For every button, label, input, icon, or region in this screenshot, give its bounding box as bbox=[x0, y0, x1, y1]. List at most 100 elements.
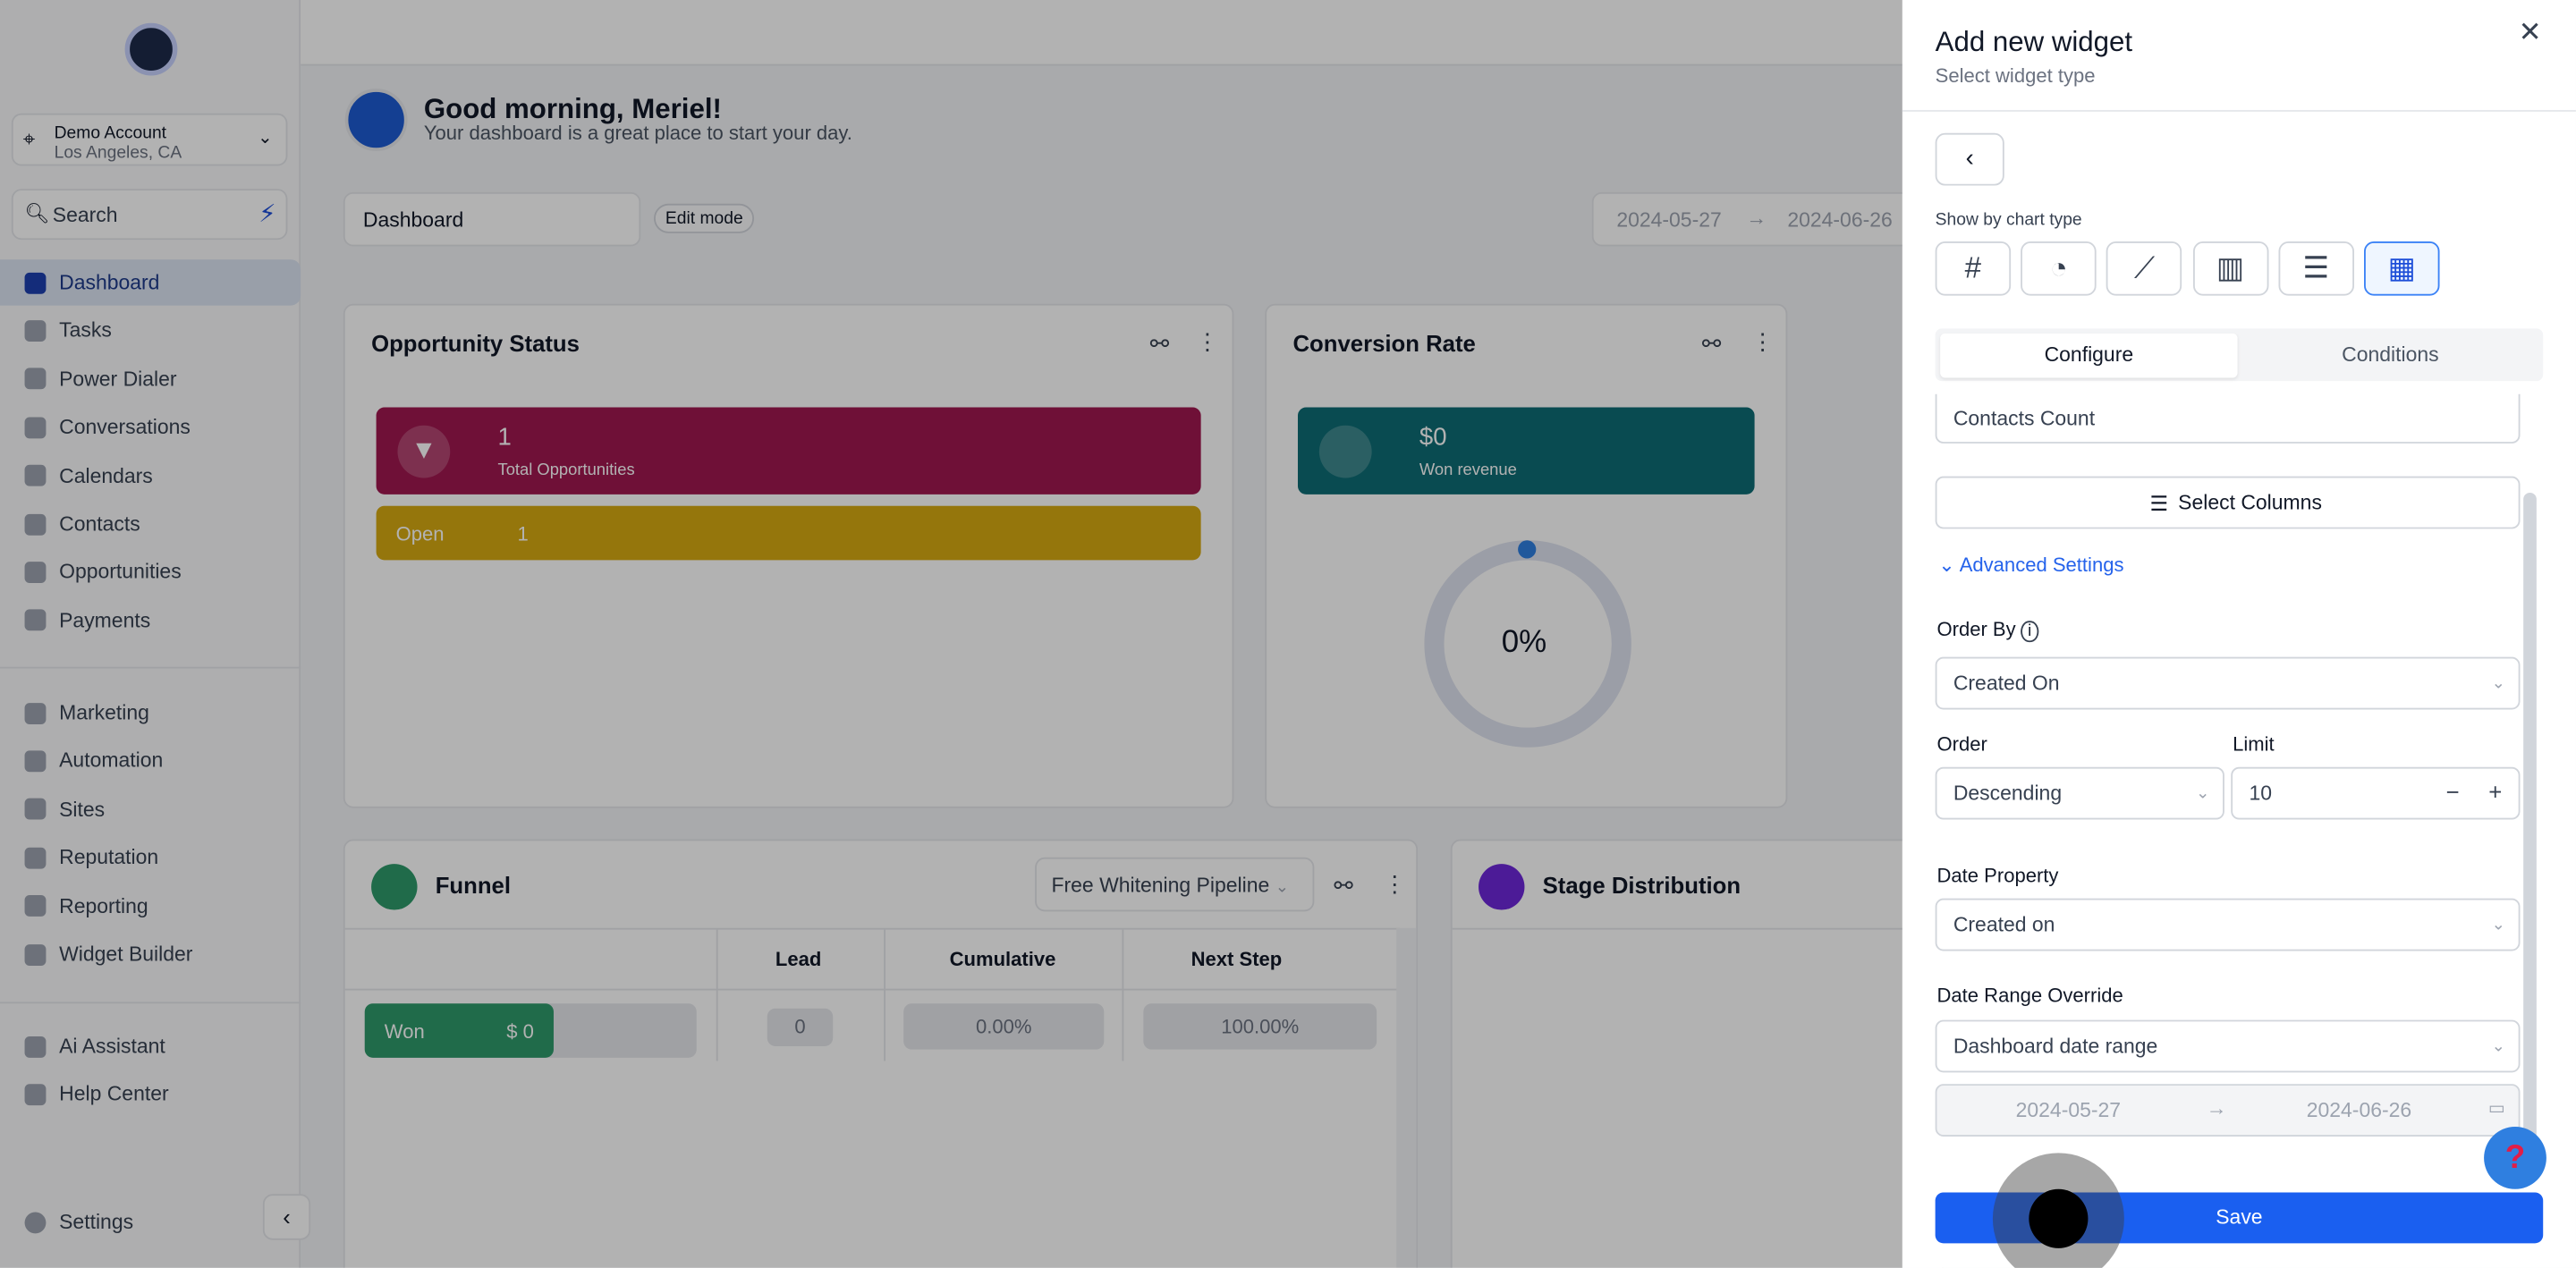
funnel-table: Lead Cumulative Next Step Won $ 0 0 0.00… bbox=[344, 927, 1400, 1061]
limit-stepper[interactable]: 10 − + bbox=[2231, 766, 2521, 820]
date-range-picker[interactable]: 2024-05-27 → 2024-06-26 bbox=[1591, 191, 1921, 247]
marketing-icon bbox=[24, 702, 47, 724]
help-bubble-button[interactable]: ? bbox=[2484, 1126, 2546, 1189]
chart-type-table-button[interactable]: ▦ bbox=[2364, 241, 2440, 296]
horizontal-bar-chart-icon: ☰ bbox=[2302, 251, 2330, 284]
order-select[interactable]: Descending ⌄ bbox=[1935, 766, 2224, 820]
sidebar-item-label: Contacts bbox=[59, 512, 140, 536]
won-revenue-value: $0 bbox=[1419, 423, 1447, 452]
sidebar-item-sites[interactable]: Sites bbox=[0, 786, 301, 832]
filter-icon[interactable]: ⚯ bbox=[1701, 330, 1722, 357]
advanced-settings-toggle[interactable]: ⌄ Advanced Settings bbox=[1938, 553, 2124, 577]
more-options-icon[interactable]: ⋮ bbox=[1383, 870, 1407, 897]
drawer-title: Add new widget bbox=[1935, 26, 2133, 58]
sidebar-item-label: Reporting bbox=[59, 894, 148, 917]
cursor-dot bbox=[2029, 1188, 2089, 1248]
arrow-right-icon: → bbox=[2206, 1096, 2227, 1120]
account-switcher[interactable]: ⌖ Demo Account Los Angeles, CA ⌄ bbox=[11, 113, 288, 166]
order-value: Descending bbox=[1953, 782, 2063, 805]
more-options-icon[interactable]: ⋮ bbox=[1196, 328, 1219, 355]
date-range-select[interactable]: Dashboard date range ⌄ bbox=[1935, 1019, 2521, 1073]
chart-type-line-chart-button[interactable]: ⟋ bbox=[2106, 241, 2182, 296]
decrement-button[interactable]: − bbox=[2445, 778, 2460, 805]
card-title: Opportunity Status bbox=[371, 330, 580, 357]
chevron-down-icon: ⌄ bbox=[2491, 673, 2505, 693]
sidebar-item-power-dialer[interactable]: Power Dialer bbox=[0, 356, 301, 402]
tab-conditions[interactable]: Conditions bbox=[2342, 342, 2439, 367]
date-property-label: Date Property bbox=[1936, 864, 2059, 887]
stage-distribution-icon bbox=[1479, 864, 1525, 910]
chart-type-pie-chart-button[interactable]: ◔ bbox=[2021, 241, 2097, 296]
tab-configure[interactable]: Configure bbox=[1940, 333, 2238, 378]
column-header-next-step: Next Step bbox=[1191, 947, 1283, 971]
vertical-scrollbar[interactable] bbox=[2523, 493, 2537, 1167]
date-property-select[interactable]: Created on ⌄ bbox=[1935, 898, 2521, 951]
sidebar-item-contacts[interactable]: Contacts bbox=[0, 501, 301, 546]
config-tabs: Configure Conditions bbox=[1935, 328, 2544, 382]
sidebar-item-opportunities[interactable]: Opportunities bbox=[0, 549, 301, 595]
sidebar-item-payments[interactable]: Payments bbox=[0, 597, 301, 643]
sidebar-item-ai-assistant[interactable]: Ai Assistant bbox=[0, 1023, 301, 1069]
increment-button[interactable]: + bbox=[2488, 778, 2503, 805]
sites-icon bbox=[24, 799, 47, 821]
sidebar-item-widget-builder[interactable]: Widget Builder bbox=[0, 931, 301, 976]
dashboard-select[interactable]: Dashboard bbox=[343, 191, 641, 247]
chart-type-horizontal-bar-chart-button[interactable]: ☰ bbox=[2278, 241, 2354, 296]
logo bbox=[124, 22, 178, 76]
sidebar-item-conversations[interactable]: Conversations bbox=[0, 404, 301, 450]
funnel-row-won: Won $ 0 0 0.00% 100.00% bbox=[345, 991, 1400, 1060]
top-bar bbox=[301, 0, 1902, 66]
sidebar-item-label: Calendars bbox=[59, 464, 153, 487]
back-button[interactable]: ‹ bbox=[1935, 132, 2004, 186]
select-columns-button[interactable]: ☰ Select Columns bbox=[1935, 476, 2521, 529]
sidebar-item-calendars[interactable]: Calendars bbox=[0, 452, 301, 498]
conversion-percent: 0% bbox=[1501, 625, 1547, 661]
sidebar-item-reporting[interactable]: Reporting bbox=[0, 883, 301, 928]
sidebar-item-dashboard[interactable]: Dashboard bbox=[0, 259, 301, 306]
contacts-icon bbox=[24, 512, 47, 535]
collapse-sidebar-button[interactable]: ‹ bbox=[262, 1194, 311, 1240]
lightning-icon[interactable]: ⚡︎ bbox=[258, 200, 276, 229]
sidebar-item-label: Sites bbox=[59, 798, 106, 821]
account-name: Demo Account bbox=[54, 123, 167, 143]
more-options-icon[interactable]: ⋮ bbox=[1750, 328, 1775, 355]
sidebar-item-help-center[interactable]: Help Center bbox=[0, 1071, 301, 1117]
table-scrollbar[interactable] bbox=[1396, 927, 1417, 1268]
date-start: 2024-05-27 bbox=[1616, 208, 1722, 232]
chevron-down-icon: ⌄ bbox=[1275, 878, 1290, 897]
sidebar-item-label: Marketing bbox=[59, 701, 149, 724]
pipeline-value: Free Whitening Pipeline bbox=[1051, 874, 1270, 897]
edit-mode-button[interactable]: Edit mode bbox=[654, 203, 755, 233]
chart-type-bar-chart-button[interactable]: ▥ bbox=[2192, 241, 2268, 296]
info-icon[interactable]: i bbox=[2021, 621, 2038, 643]
sidebar-item-label: Power Dialer bbox=[59, 368, 177, 391]
stage-distribution-card: Stage Distribution bbox=[1450, 839, 1945, 1268]
chart-type-hash-button[interactable]: # bbox=[1935, 241, 2012, 296]
order-by-select[interactable]: Created On ⌄ bbox=[1935, 656, 2521, 710]
filter-icon[interactable]: ⚯ bbox=[1334, 872, 1353, 899]
sidebar-item-tasks[interactable]: Tasks bbox=[0, 308, 301, 353]
payments-icon bbox=[24, 609, 47, 631]
pipeline-select[interactable]: Free Whitening Pipeline ⌄ bbox=[1035, 857, 1315, 912]
funnel-icon bbox=[371, 864, 418, 910]
sidebar-item-settings[interactable]: Settings bbox=[0, 1199, 301, 1245]
line-chart-icon: ⟋ bbox=[2134, 251, 2156, 284]
conversion-rate-card: Conversion Rate ⚯ ⋮ $0 Won revenue 0% bbox=[1265, 303, 1788, 808]
sidebar-item-label: Ai Assistant bbox=[59, 1035, 165, 1058]
stage-amount: $ 0 bbox=[506, 1019, 534, 1044]
chart-type-label: Show by chart type bbox=[1935, 210, 2082, 231]
filter-icon[interactable]: ⚯ bbox=[1149, 330, 1170, 357]
won-bar: Won $ 0 bbox=[364, 1003, 554, 1058]
sidebar-item-automation[interactable]: Automation bbox=[0, 738, 301, 783]
search-input[interactable]: 🔍︎ Search ⚡︎ bbox=[11, 189, 288, 241]
sidebar-item-reputation[interactable]: Reputation bbox=[0, 834, 301, 880]
sidebar-item-marketing[interactable]: Marketing bbox=[0, 689, 301, 735]
funnel-icon: ▼ bbox=[397, 425, 451, 478]
page-subtitle: Your dashboard is a great place to start… bbox=[423, 121, 852, 145]
close-icon[interactable]: ✕ bbox=[2518, 16, 2542, 48]
metric-select[interactable]: Contacts Count bbox=[1935, 393, 2521, 444]
modal-backdrop[interactable] bbox=[0, 0, 1902, 1268]
search-icon: 🔍︎ bbox=[24, 201, 50, 225]
sidebar: ⌖ Demo Account Los Angeles, CA ⌄ 🔍︎ Sear… bbox=[0, 0, 311, 1268]
config-scroll-area: Contacts Count ☰ Select Columns ⌄ Advance… bbox=[1902, 393, 2576, 1167]
